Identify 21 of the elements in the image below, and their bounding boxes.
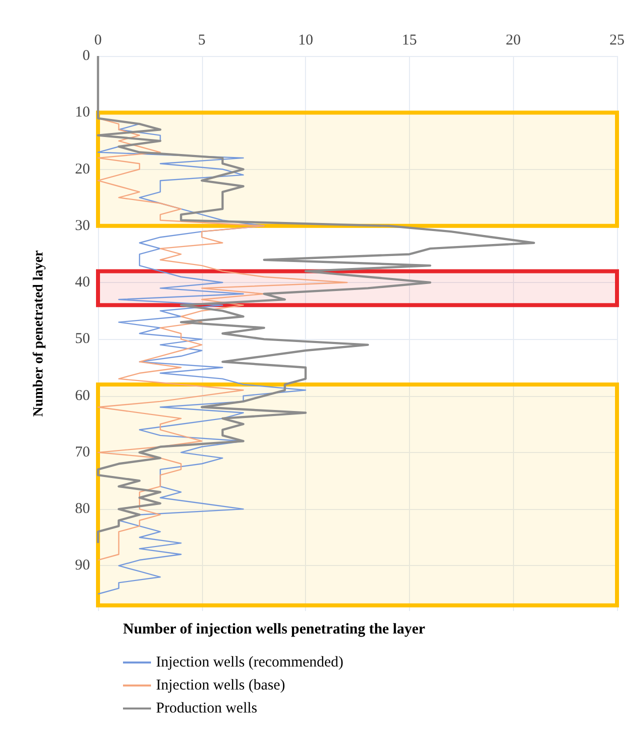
x-tick-label: 20: [506, 32, 521, 48]
legend-label: Injection wells (recommended): [156, 654, 344, 670]
x-tick-label: 15: [402, 32, 417, 48]
legend-label: Production wells: [156, 700, 258, 716]
y-tick-label: 20: [75, 161, 90, 178]
y-tick-label: 70: [75, 444, 90, 460]
y-tick-label: 10: [75, 104, 90, 121]
y-tick-label: 30: [75, 218, 90, 234]
y-tick-label: 0: [82, 48, 90, 64]
x-tick-label: 5: [198, 32, 206, 48]
x-tick-label: 10: [298, 32, 314, 48]
y-tick-label: 50: [75, 331, 90, 348]
y-tick-label: 40: [75, 274, 90, 291]
y-axis-title: Number of penetrated layer: [32, 250, 46, 417]
y-tick-label: 60: [75, 388, 90, 404]
x-axis-title: Number of injection wells penetrating the layer: [123, 622, 426, 638]
y-tick-label: 80: [75, 501, 90, 518]
y-tick-label: 90: [75, 558, 90, 574]
legend-label: Injection wells (base): [156, 678, 286, 694]
x-tick-label: 0: [94, 32, 102, 48]
x-tick-label: 25: [610, 32, 624, 48]
